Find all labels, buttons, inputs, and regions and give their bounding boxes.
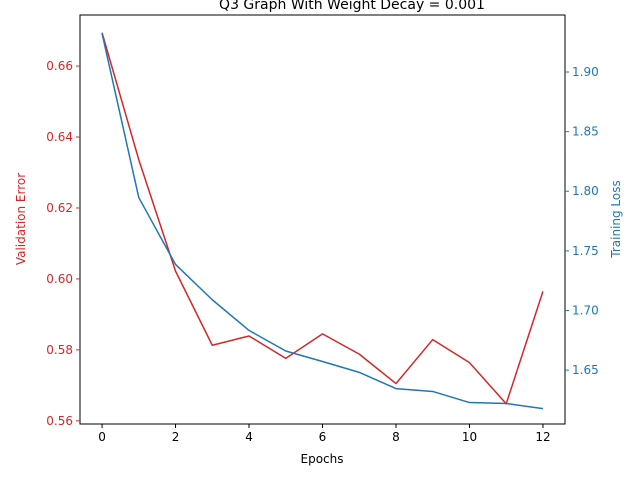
y-right-tick-label: 1.65 [572, 363, 599, 377]
y-left-tick-label: 0.62 [46, 201, 73, 215]
x-tick-label: 10 [462, 430, 477, 444]
training-loss-line [101, 33, 544, 410]
x-tick-label: 4 [245, 430, 253, 444]
y-left-tick-label: 0.66 [46, 59, 73, 73]
x-tick-label: 0 [98, 430, 106, 444]
x-tick-label: 8 [392, 430, 400, 444]
plot-lines [101, 32, 544, 410]
y-right-tick-label: 1.75 [572, 244, 599, 258]
y-right-tick-label: 1.90 [572, 65, 599, 79]
x-tick-label: 2 [172, 430, 180, 444]
y-left-tick-label: 0.58 [46, 343, 73, 357]
y-left-tick-label: 0.60 [46, 272, 73, 286]
chart-title: Q3 Graph With Weight Decay = 0.001 [219, 0, 485, 13]
y-left-axis-label: Validation Error [14, 173, 28, 265]
y-right-tick-label: 1.80 [572, 184, 599, 198]
y-left-tick-label: 0.64 [46, 130, 73, 144]
x-tick-label: 12 [535, 430, 550, 444]
y-left-tick-label: 0.56 [46, 414, 73, 428]
y-left-axis-ticks: 0.56 0.58 0.60 0.62 0.64 0.66 [46, 59, 80, 428]
validation-error-line [101, 32, 544, 405]
y-right-tick-label: 1.70 [572, 303, 599, 317]
y-right-axis-label: Training Loss [609, 180, 623, 258]
y-right-tick-label: 1.85 [572, 125, 599, 139]
x-axis-ticks: 0 2 4 6 8 10 12 [98, 424, 551, 444]
x-axis-label: Epochs [301, 452, 344, 466]
x-tick-label: 6 [319, 430, 327, 444]
y-right-axis-ticks: 1.65 1.70 1.75 1.80 1.85 1.90 [565, 65, 599, 377]
plot-frame [79, 14, 566, 425]
